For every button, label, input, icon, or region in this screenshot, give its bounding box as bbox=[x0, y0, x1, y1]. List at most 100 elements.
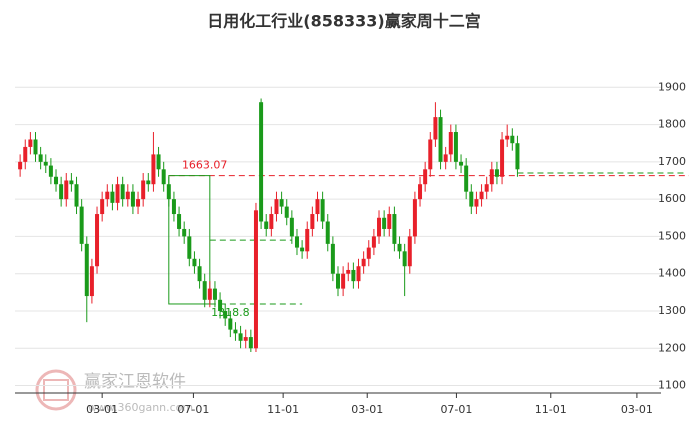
candle-body bbox=[264, 221, 269, 229]
candle-body bbox=[48, 165, 53, 177]
candle-body bbox=[269, 214, 274, 229]
candle-body bbox=[259, 102, 264, 222]
candle-body bbox=[418, 184, 423, 200]
candle-body bbox=[136, 199, 141, 207]
candle-body bbox=[28, 139, 33, 147]
candle-body bbox=[192, 258, 197, 267]
y-tick-label: 1700 bbox=[658, 155, 686, 168]
candle-body bbox=[361, 258, 366, 267]
watermark-logo bbox=[35, 369, 77, 411]
y-tick-label: 1100 bbox=[658, 379, 686, 392]
candle-body bbox=[125, 191, 130, 200]
candle-body bbox=[515, 143, 520, 170]
candle-body bbox=[336, 273, 340, 289]
candle-body bbox=[474, 199, 479, 207]
x-tick-label: 03-01 bbox=[86, 403, 118, 416]
candle-body bbox=[59, 184, 64, 200]
candle-body bbox=[38, 154, 43, 162]
candle-body bbox=[228, 318, 233, 330]
candle-body bbox=[141, 180, 146, 200]
y-tick-label: 1500 bbox=[658, 229, 686, 242]
candle-body bbox=[382, 217, 387, 229]
candle-body bbox=[351, 269, 356, 282]
candle-body bbox=[459, 161, 464, 166]
candle-body bbox=[500, 139, 505, 177]
candle-body bbox=[377, 217, 382, 237]
x-tick-label: 11-01 bbox=[535, 403, 567, 416]
candle-body bbox=[182, 228, 187, 237]
candle-body bbox=[156, 154, 161, 170]
x-tick-label: 03-01 bbox=[351, 403, 383, 416]
candle-body bbox=[305, 228, 310, 252]
candle-body bbox=[453, 132, 458, 162]
x-tick-label: 07-01 bbox=[440, 403, 472, 416]
candle-body bbox=[69, 180, 74, 185]
red-level-label: 1663.07 bbox=[182, 159, 228, 172]
candle-body bbox=[115, 184, 120, 203]
candle-body bbox=[300, 247, 305, 252]
y-tick-label: 1800 bbox=[658, 118, 686, 131]
candle-body bbox=[84, 243, 89, 297]
candle-body bbox=[33, 139, 38, 155]
candle-body bbox=[494, 169, 499, 177]
candle-body bbox=[202, 281, 207, 300]
candle-body bbox=[356, 266, 361, 282]
candle-body bbox=[253, 210, 258, 349]
candle-body bbox=[407, 236, 412, 267]
candle-body bbox=[146, 180, 151, 185]
candle-body bbox=[294, 236, 299, 248]
candle-body bbox=[187, 236, 192, 259]
candle-body bbox=[95, 214, 100, 267]
candle-body bbox=[412, 199, 417, 237]
candle-body bbox=[479, 191, 484, 200]
candle-body bbox=[238, 333, 243, 341]
candle-body bbox=[387, 214, 392, 229]
candle-body bbox=[397, 243, 402, 252]
y-tick-label: 1900 bbox=[658, 80, 686, 93]
candle-body bbox=[433, 117, 438, 140]
watermark-url: www.360gann.com bbox=[88, 401, 193, 414]
candle-body bbox=[366, 247, 371, 259]
candle-body bbox=[110, 191, 115, 203]
y-tick-label: 1400 bbox=[658, 267, 686, 280]
candle-body bbox=[105, 191, 110, 200]
candle-body bbox=[346, 269, 351, 274]
candle-body bbox=[171, 199, 176, 215]
candle-body bbox=[18, 161, 23, 170]
candle-body bbox=[423, 169, 428, 185]
candle-body bbox=[218, 299, 223, 311]
candle-body bbox=[89, 266, 94, 297]
candle-body bbox=[464, 165, 469, 192]
candle-body bbox=[438, 117, 443, 162]
candle-body bbox=[161, 169, 166, 185]
candle-body bbox=[120, 184, 125, 200]
candle-body bbox=[325, 221, 330, 244]
candle-body bbox=[330, 243, 335, 274]
y-tick-label: 1200 bbox=[658, 341, 686, 354]
candle-body bbox=[151, 154, 156, 185]
candle-body bbox=[64, 180, 69, 200]
candle-body bbox=[23, 146, 28, 162]
candle-body bbox=[371, 236, 376, 248]
candle-body bbox=[177, 214, 182, 229]
x-tick-label: 11-01 bbox=[267, 403, 299, 416]
candle-body bbox=[392, 214, 397, 244]
x-tick-label: 07-01 bbox=[177, 403, 209, 416]
candle-body bbox=[130, 191, 135, 207]
candle-body bbox=[484, 184, 489, 192]
candle-body bbox=[243, 337, 248, 341]
candle-body bbox=[289, 217, 294, 237]
watermark-text: 赢家江恩软件 bbox=[84, 372, 186, 392]
candle-body bbox=[320, 199, 325, 222]
y-tick-label: 1600 bbox=[658, 192, 686, 205]
candle-body bbox=[54, 176, 59, 185]
candle-body bbox=[489, 169, 494, 185]
candle-body bbox=[510, 135, 515, 144]
candle-body bbox=[248, 337, 253, 349]
candle-body bbox=[274, 199, 279, 215]
candle-body bbox=[212, 288, 217, 300]
candle-body bbox=[100, 199, 105, 215]
candle-body bbox=[166, 184, 171, 200]
